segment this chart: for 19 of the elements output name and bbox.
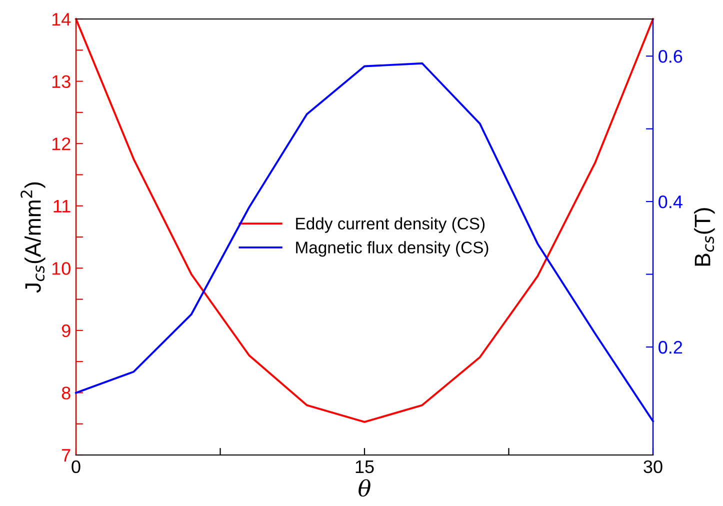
legend-label: Eddy current density (CS) bbox=[296, 217, 485, 233]
y2-tick-label: 0.4 bbox=[658, 195, 682, 208]
x-tick-label: 0 bbox=[72, 460, 80, 474]
legend-label: Magnetic flux density (CS) bbox=[296, 241, 488, 257]
y-tick-label: 10 bbox=[52, 262, 70, 275]
y-tick-label: 11 bbox=[54, 200, 70, 212]
y-tick-label: 13 bbox=[52, 75, 70, 88]
y-tick-label: 14 bbox=[52, 13, 71, 26]
y2-tick-label: 0.6 bbox=[658, 50, 682, 63]
x-tick-label: 15 bbox=[356, 460, 374, 474]
y-tick-label: 7 bbox=[62, 449, 70, 462]
x-axis-title: θ bbox=[358, 479, 370, 497]
y-axis-title: J$_{cs}$(A/mm$^{2}$) bbox=[20, 182, 46, 293]
y2-tick-label: 0.2 bbox=[658, 340, 682, 354]
y-tick-label: 12 bbox=[52, 138, 70, 150]
y2-axis-title: B$_{cs}$(T) bbox=[694, 208, 715, 266]
x-tick-label: 30 bbox=[644, 460, 662, 474]
y-tick-label: 8 bbox=[62, 386, 70, 400]
y-tick-label: 9 bbox=[62, 324, 70, 338]
